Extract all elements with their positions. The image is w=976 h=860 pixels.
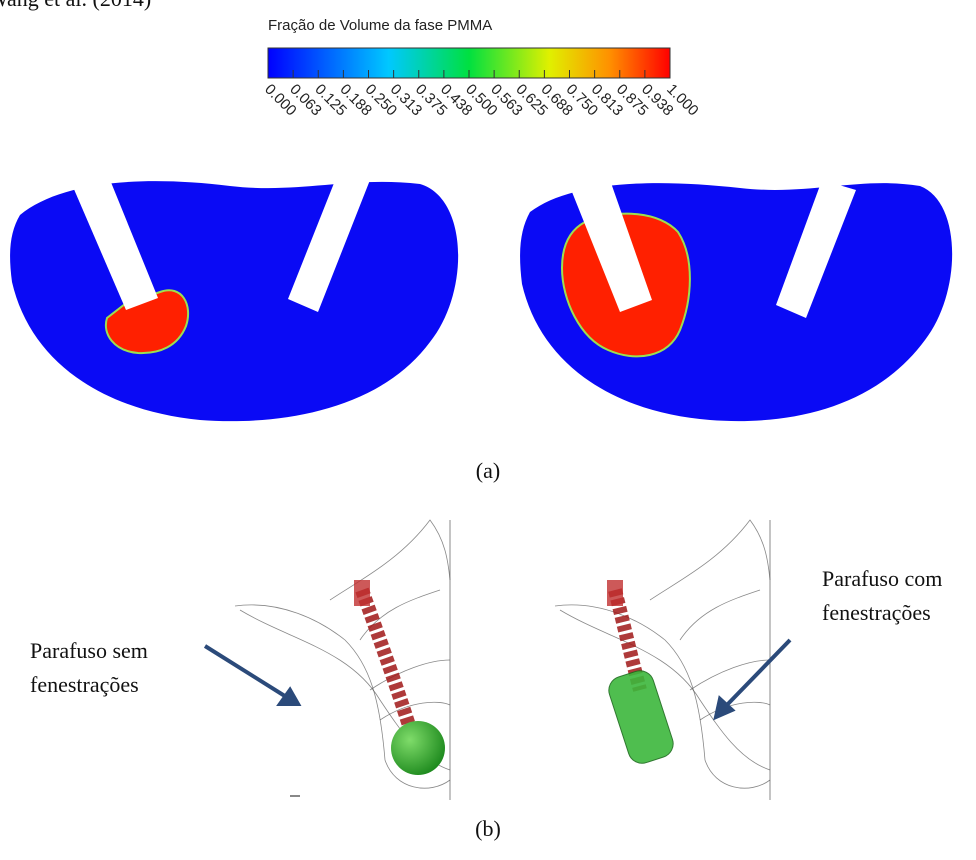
arrow [724,640,790,708]
cross-section-right [520,180,952,421]
figure: Wang et al. (2014) Fração de Volume da f… [0,0,976,860]
mesh-line [650,520,770,600]
annotation: fenestrações [30,672,139,697]
screw [362,590,412,735]
panel-label: (a) [476,458,500,483]
colorbar-title: Fração de Volume da fase PMMA [268,17,492,34]
cross-section-left [10,168,458,421]
screw-head [354,580,370,606]
vertebra-shape [10,181,458,421]
mesh-line [330,520,450,600]
source-note: Wang et al. (2014) [0,0,151,11]
cement-sphere [391,721,445,775]
model-right [555,520,770,800]
arrow [205,646,288,698]
mesh-line [680,590,770,720]
panel-label: (b) [475,816,501,841]
model-left [235,520,450,800]
screw-head [607,580,623,606]
mark [290,795,300,797]
annotation: Parafuso sem [30,638,148,663]
arrows [205,640,790,717]
arrow-head [280,690,298,704]
cement-cylinder [605,667,677,767]
annotation: Parafuso com [822,566,942,591]
annotation: fenestrações [822,600,931,625]
